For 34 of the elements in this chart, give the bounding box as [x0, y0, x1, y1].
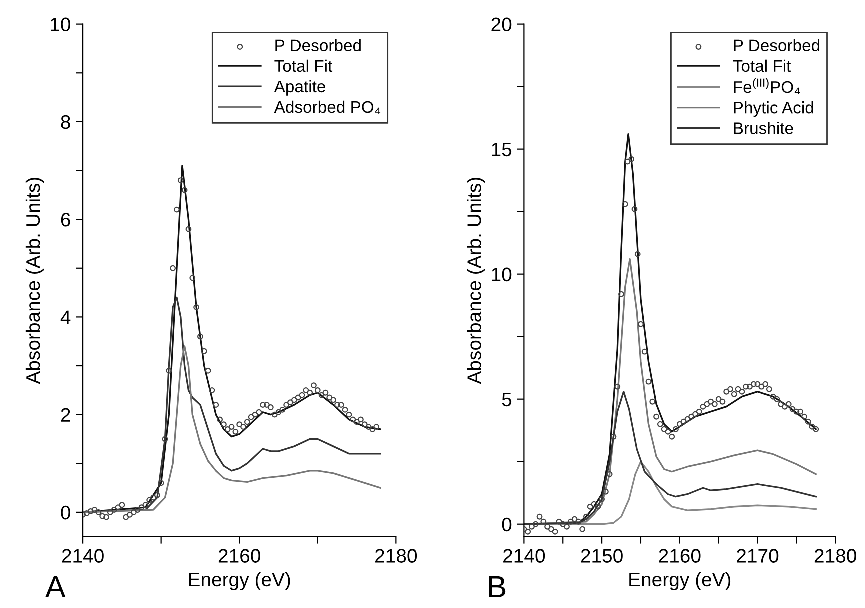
y-axis-title: Absorbance (Arb. Units) [26, 178, 44, 384]
y-tick-label: 0 [502, 518, 512, 532]
legend-label: P Desorbed [734, 39, 820, 52]
x-tick-label: 2170 [737, 549, 779, 563]
y-tick-label: 20 [492, 18, 512, 32]
x-axis-title: Energy (eV) [630, 572, 731, 590]
legend-label: Total Fit [733, 60, 792, 72]
y-tick-label: 2 [61, 408, 70, 422]
x-tick-label: 2160 [659, 549, 701, 563]
y-tick-label: 10 [492, 268, 512, 282]
legend-label: Total Fit [274, 60, 333, 72]
text: B [489, 576, 506, 598]
x-tick-label: 2140 [504, 549, 546, 563]
x-axis-title: Energy (eV) [189, 572, 290, 590]
y-tick-label: 4 [60, 310, 71, 324]
y-tick-label: 5 [502, 393, 512, 407]
y-tick-label: 10 [51, 18, 70, 32]
y-tick-label: 8 [61, 115, 70, 130]
x-tick-label: 2140 [62, 549, 104, 563]
legend-label: Apatite [274, 80, 326, 96]
x-tick-label: 2180 [376, 549, 418, 563]
y-tick-label: 6 [61, 213, 70, 227]
text: A [46, 576, 66, 598]
legend-label: Adsorbed PO₄ [274, 100, 381, 114]
legend-label: Phytic Acid [734, 102, 814, 118]
legend-label: Fe$^{(III)}$PO₄ [734, 78, 800, 94]
x-tick-label: 2150 [581, 549, 623, 563]
legend-label: P Desorbed [276, 39, 361, 52]
y-tick-label: 15 [492, 143, 512, 157]
y-tick-label: 0 [61, 506, 70, 520]
y-axis-title: Absorbance (Arb. Units) [467, 178, 486, 384]
x-tick-label: 2180 [814, 549, 856, 563]
legend-label: Brushite [734, 122, 794, 134]
x-tick-label: 2160 [218, 549, 260, 563]
